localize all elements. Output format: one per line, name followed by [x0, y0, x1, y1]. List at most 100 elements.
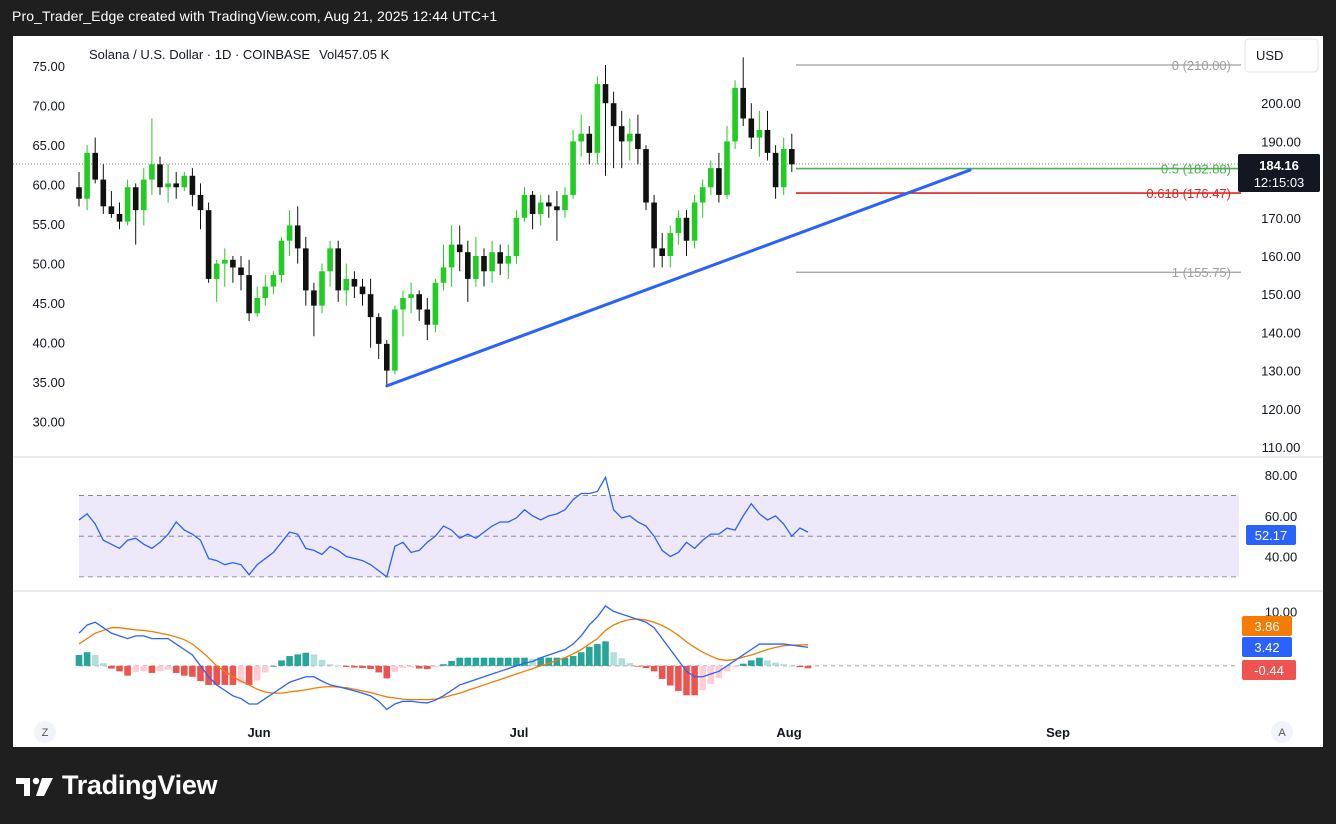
tradingview-brand[interactable]: TradingView [16, 770, 218, 801]
candle-body [691, 202, 698, 241]
macd-histogram-bar [618, 658, 625, 666]
macd-histogram-bar [513, 657, 520, 666]
macd-histogram-bar [221, 665, 229, 685]
macd-histogram-bar [156, 665, 164, 672]
macd-line-value: 3.42 [1254, 640, 1279, 655]
candle-body [230, 259, 236, 268]
macd-axis-tick: 10.00 [1265, 604, 1298, 619]
candle-body [562, 194, 568, 211]
candle-body [448, 244, 455, 268]
macd-histogram-bar [245, 665, 253, 685]
macd-histogram-bar [213, 665, 220, 685]
candle-body [278, 240, 285, 276]
macd-histogram-bar [577, 652, 585, 666]
macd-signal-badge: 3.86 [1242, 616, 1292, 636]
candle-body [359, 286, 366, 295]
left-axis-tick: 40.00 [32, 336, 65, 351]
macd-histogram-bar [440, 664, 447, 666]
chart-card: 0 (210.00) 0.5 (182.88) 0.618 (176.47) 1 (1… [13, 36, 1323, 747]
macd-histogram-bar [772, 662, 779, 666]
candle-body [659, 248, 665, 256]
macd-histogram-bar [100, 663, 107, 666]
zoom-reset-button[interactable]: Z [34, 721, 56, 743]
candle-body [319, 271, 325, 306]
macd-histogram-bar [270, 665, 277, 667]
time-axis-label: Sep [1046, 725, 1070, 740]
candle-body [311, 290, 317, 306]
macd-histogram-bar [602, 641, 609, 666]
macd-histogram-bar [626, 663, 634, 666]
macd-histogram-bar [464, 657, 472, 666]
macd-histogram-bar [140, 665, 148, 672]
candle-body [424, 309, 431, 325]
candle-body [554, 206, 560, 211]
candle-body [440, 267, 447, 283]
candle-body [108, 206, 115, 214]
macd-histogram-bar [472, 657, 480, 666]
right-axis-tick: 110.00 [1262, 440, 1301, 455]
macd-histogram-bar [367, 665, 374, 670]
candle-body [343, 278, 350, 291]
macd-histogram-bar [91, 654, 99, 666]
candle-body [643, 149, 649, 203]
candle-body [124, 187, 131, 222]
candle-body [732, 87, 738, 142]
candle-body [254, 298, 260, 314]
candle-body [473, 256, 479, 279]
currency-button[interactable]: USD [1244, 38, 1319, 73]
macd-histogram-bar [796, 665, 804, 668]
macd-histogram-bar [545, 657, 553, 666]
candle-body [335, 248, 341, 291]
macd-histogram-bar [496, 657, 504, 666]
macd-histogram-bar [172, 665, 180, 673]
candle-body [675, 217, 682, 234]
macd-histogram-bar [83, 652, 91, 666]
symbol-legend[interactable]: Solana / U.S. Dollar · 1D · COINBASE Vol4… [89, 47, 390, 62]
macd-histogram-bar [448, 660, 455, 666]
currency-label: USD [1256, 48, 1283, 63]
chart-svg[interactable]: 0 (210.00) 0.5 (182.88) 0.618 (176.47) 1 (1… [13, 36, 1323, 747]
candle-body [699, 187, 706, 203]
macd-histogram-bar [294, 654, 301, 666]
left-axis-tick: 45.00 [32, 296, 65, 311]
candle-body [294, 225, 301, 249]
time-axis-label: Jun [247, 725, 270, 740]
candle-body [602, 84, 609, 104]
fib-level-label: 0 (210.00) [1172, 58, 1231, 73]
macd-histogram-bar [537, 657, 544, 666]
auto-scale-button[interactable]: A [1271, 721, 1293, 743]
candle-body [505, 256, 512, 264]
candle-body [618, 126, 625, 142]
macd-histogram-bar [197, 665, 204, 682]
candle-body [303, 248, 309, 291]
macd-histogram-bar [351, 665, 358, 668]
candle-body [772, 152, 779, 188]
last-price: 184.16 [1259, 158, 1299, 173]
macd-histogram-bar [302, 652, 310, 666]
auto-scale-label: A [1278, 727, 1286, 739]
time-axis-label: Aug [776, 725, 801, 740]
macd-histogram-bar [683, 665, 690, 696]
macd-histogram-bar [691, 665, 698, 696]
macd-signal-value: 3.86 [1254, 619, 1279, 634]
candle-body [627, 133, 633, 142]
candle-body [578, 133, 584, 142]
candle-body [780, 149, 787, 188]
macd-histogram-bar [391, 665, 399, 672]
rsi-value: 52.17 [1255, 528, 1288, 543]
chart-caption: Pro_Trader_Edge created with TradingView… [12, 8, 498, 24]
rsi-value-badge: 52.17 [1246, 525, 1296, 545]
macd-histogram-bar [164, 665, 172, 670]
candle-body [165, 183, 171, 188]
macd-histogram-bar [407, 665, 415, 668]
macd-histogram-bar [723, 665, 731, 672]
candle-body [586, 133, 593, 153]
macd-histogram-bar [456, 657, 463, 666]
macd-histogram-bar [148, 665, 156, 673]
macd-histogram-bar [480, 657, 488, 666]
candle-body [537, 202, 544, 214]
macd-histogram-bar [132, 665, 139, 672]
candle-body [141, 179, 147, 211]
candle-body [205, 210, 212, 279]
macd-histogram-bar [237, 665, 245, 684]
